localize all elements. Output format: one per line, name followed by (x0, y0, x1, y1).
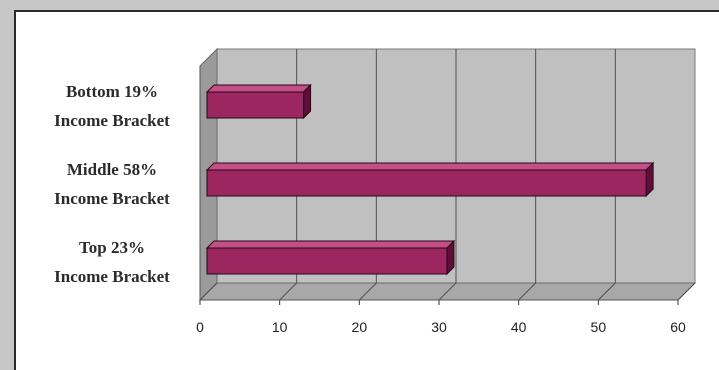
x-tick-label: 20 (352, 319, 368, 335)
bar (206, 169, 647, 197)
floor-gridline (677, 282, 696, 301)
category-label: Middle 58% (67, 160, 157, 179)
category-label: Income Bracket (54, 189, 170, 208)
bar (206, 247, 448, 275)
floor-gridline (597, 282, 616, 301)
x-tick-label: 30 (431, 319, 447, 335)
floor-gridline (518, 282, 537, 301)
floor-gridline (358, 282, 377, 301)
category-label: Bottom 19% (66, 82, 158, 101)
category-label: Income Bracket (54, 267, 170, 286)
x-tick-label: 40 (511, 319, 527, 335)
bar-top (205, 162, 655, 171)
category-label: Top 23% (79, 238, 145, 257)
category-label: Income Bracket (54, 111, 170, 130)
x-tick-label: 10 (272, 319, 288, 335)
bar-top (205, 240, 456, 249)
x-tick-label: 50 (591, 319, 607, 335)
bar (206, 91, 305, 119)
bar-top (205, 84, 312, 93)
x-tick-label: 60 (670, 319, 686, 335)
floor-gridline (438, 282, 457, 301)
x-tick-label: 0 (196, 319, 204, 335)
floor-gridline (279, 282, 298, 301)
floor-gridline (199, 282, 218, 301)
